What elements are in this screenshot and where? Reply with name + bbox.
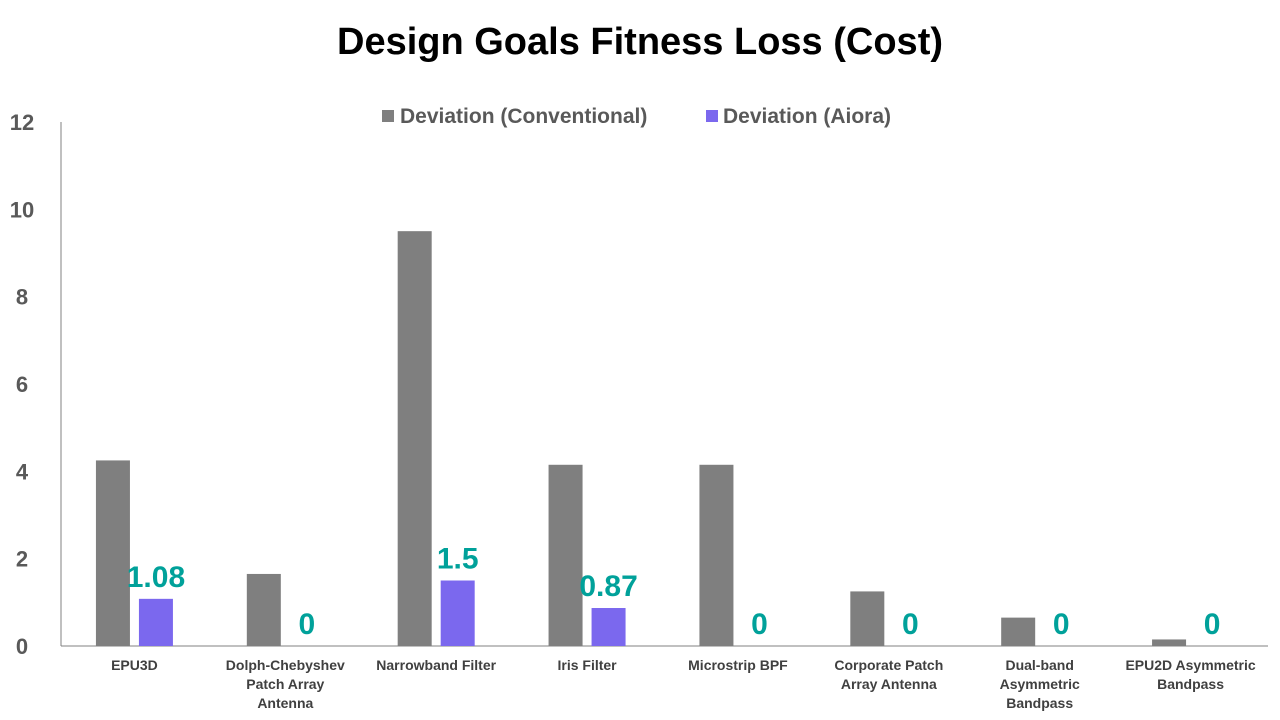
x-tick-label: Microstrip BPF [688, 657, 788, 673]
x-tick-label: Iris Filter [557, 657, 617, 673]
bar-aiora [440, 580, 475, 646]
bar-conventional [1001, 617, 1036, 646]
y-tick-label: 2 [16, 547, 28, 572]
y-tick-label: 12 [10, 110, 34, 135]
x-tick-label-line: Patch Array [246, 676, 324, 692]
x-axis: EPU3D Dolph-Chebyshev Patch Array Antenna Na… [61, 645, 1268, 711]
x-tick-label-line: Dolph-Chebyshev [226, 657, 345, 673]
y-tick-label: 6 [16, 372, 28, 397]
x-tick-label-line: Dual-band [1005, 657, 1073, 673]
y-tick-label: 8 [16, 285, 28, 310]
data-label-aiora: 0 [298, 608, 315, 641]
x-tick-label-line: Microstrip BPF [688, 657, 788, 673]
bars [95, 231, 1187, 646]
x-tick-label: EPU2D Asymmetric Bandpass [1125, 657, 1255, 692]
x-tick-label-line: Narrowband Filter [376, 657, 496, 673]
bar-conventional [548, 464, 583, 646]
x-tick-label-line: Array Antenna [841, 676, 937, 692]
data-labels: 1.08 0 1.5 0.87 0 0 0 0 [127, 543, 1221, 642]
x-tick-label-line: Corporate Patch [834, 657, 943, 673]
bar-conventional [95, 460, 130, 646]
x-tick-label: Narrowband Filter [376, 657, 496, 673]
bar-conventional [850, 591, 885, 646]
legend: Deviation (Conventional) Deviation (Aiora… [382, 105, 891, 128]
data-label-aiora: 0 [1204, 608, 1221, 641]
bar-aiora [591, 608, 626, 646]
x-tick-label-line: Iris Filter [557, 657, 617, 673]
x-tick-label-line: EPU2D Asymmetric [1125, 657, 1255, 673]
x-tick-label: EPU3D [111, 657, 158, 673]
y-axis: 0 2 4 6 8 10 12 [10, 110, 62, 659]
bar-conventional [699, 464, 734, 646]
chart-title: Design Goals Fitness Loss (Cost) [337, 21, 943, 63]
legend-label-conventional: Deviation (Conventional) [400, 105, 647, 128]
bar-aiora [138, 598, 173, 646]
y-tick-label: 10 [10, 197, 34, 222]
data-label-aiora: 0 [751, 608, 768, 641]
x-tick-label-line: EPU3D [111, 657, 158, 673]
data-label-aiora: 0.87 [579, 570, 637, 603]
bar-conventional [397, 231, 432, 646]
y-tick-label: 4 [16, 459, 29, 484]
x-tick-label-line: Antenna [257, 695, 313, 711]
data-label-aiora: 0 [902, 608, 919, 641]
x-tick-label-line: Bandpass [1006, 695, 1073, 711]
y-tick-label: 0 [16, 634, 28, 659]
legend-label-aiora: Deviation (Aiora) [723, 105, 891, 128]
legend-swatch-aiora [706, 110, 718, 122]
x-tick-label-line: Bandpass [1157, 676, 1224, 692]
data-label-aiora: 1.08 [127, 561, 185, 594]
x-tick-label: Corporate Patch Array Antenna [834, 657, 943, 692]
bar-conventional [246, 573, 281, 646]
x-tick-label: Dolph-Chebyshev Patch Array Antenna [226, 657, 345, 711]
data-label-aiora: 0 [1053, 608, 1070, 641]
legend-swatch-conventional [382, 110, 394, 122]
x-tick-label: Dual-band Asymmetric Bandpass [1000, 657, 1080, 711]
data-label-aiora: 1.5 [437, 543, 479, 576]
bar-conventional [1152, 639, 1187, 646]
x-tick-label-line: Asymmetric [1000, 676, 1080, 692]
